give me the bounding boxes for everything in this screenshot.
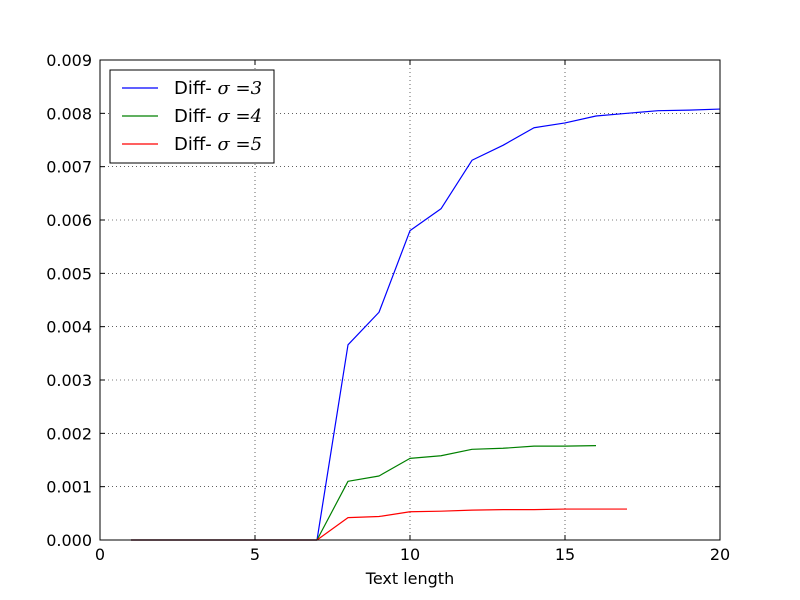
x-tick-label: 0 [95,545,105,564]
y-tick-label: 0.000 [46,531,92,550]
x-tick-label: 20 [710,545,730,564]
y-tick-label: 0.005 [46,264,92,283]
y-tick-label: 0.001 [46,478,92,497]
x-tick-label: 15 [555,545,575,564]
y-tick-label: 0.006 [46,211,92,230]
y-tick-label: 0.003 [46,371,92,390]
ticks: 0 5 10 15 20 0.000 0.001 0.002 0.003 0.004 0.005 0.… [46,51,730,564]
legend-prefix: Diff- [174,106,217,127]
legend-prefix: Diff- [174,78,217,99]
y-tick-label: 0.002 [46,424,92,443]
legend-prefix: Diff- [174,134,217,155]
y-tick-label: 0.009 [46,51,92,70]
legend-label-2: Diff- σ =4 [174,106,262,127]
y-tick-label: 0.008 [46,104,92,123]
legend-math: σ =3 [217,78,262,99]
legend-math: σ =4 [217,106,262,127]
y-tick-label: 0.007 [46,158,92,177]
x-tick-label: 5 [250,545,260,564]
legend-label-3: Diff- σ =5 [174,134,262,155]
y-tick-label: 0.004 [46,318,92,337]
legend-math: σ =5 [217,134,262,155]
x-tick-label: 10 [400,545,420,564]
x-axis-label: Text length [365,569,454,588]
legend-label-1: Diff- σ =3 [174,78,262,99]
